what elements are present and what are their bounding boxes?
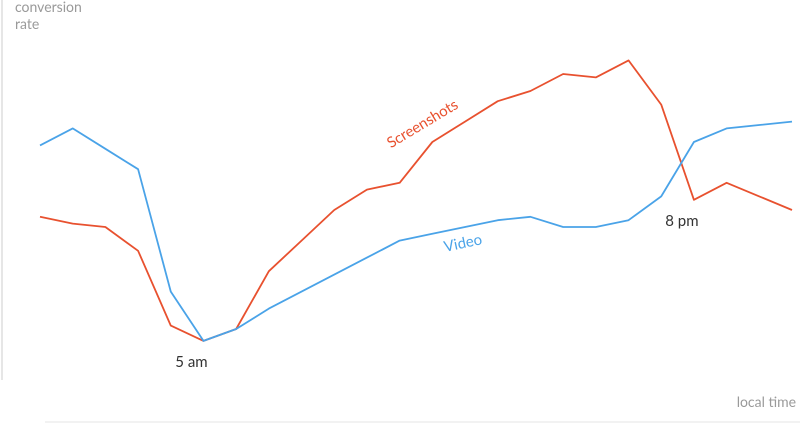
series-label: Screenshots: [384, 95, 462, 151]
time-label: 8 pm: [665, 212, 698, 230]
x-axis-label: local time: [736, 393, 796, 410]
series-line: [39, 120, 793, 342]
series-line: [39, 59, 793, 342]
y-axis-label: conversion rate: [15, 0, 82, 32]
time-label: 5 am: [175, 353, 207, 371]
series-label: Video: [442, 230, 483, 256]
